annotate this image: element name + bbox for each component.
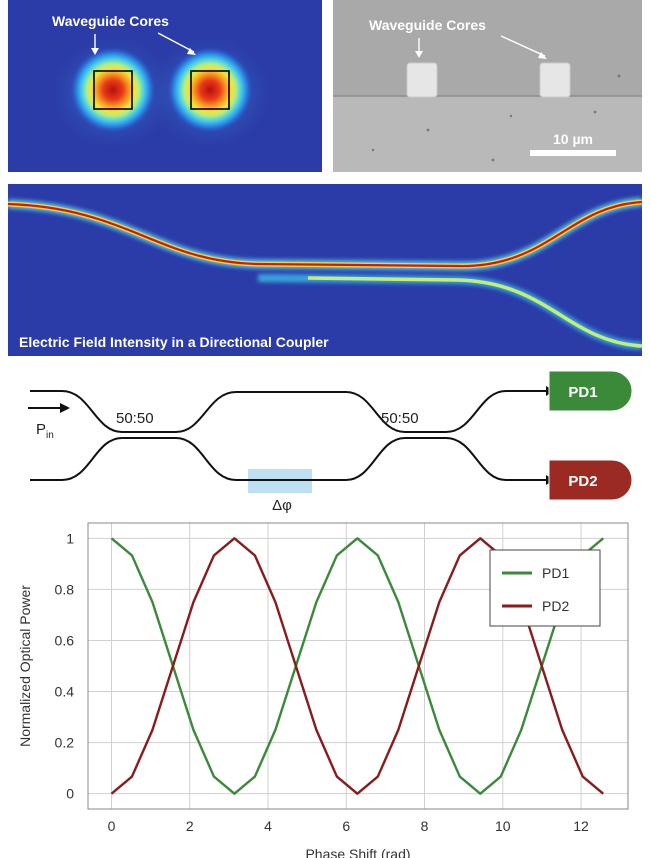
sem-image: Waveguide Cores 10 µm bbox=[333, 0, 642, 172]
legend-label-pd1: PD1 bbox=[542, 565, 569, 581]
x-tick-label: 10 bbox=[495, 818, 511, 834]
pd1-detector bbox=[548, 370, 633, 412]
mode-simulation-panel: Waveguide Cores bbox=[8, 0, 322, 172]
scale-bar-label: 10 µm bbox=[553, 131, 593, 147]
y-tick-label: 0.2 bbox=[55, 735, 75, 751]
y-tick-label: 1 bbox=[66, 530, 74, 546]
coupler2-ratio-label: 50:50 bbox=[381, 410, 419, 427]
mzi-schematic-svg: Pin 50:50 50:50 Δφ PD1 PD2 bbox=[28, 370, 633, 514]
core-outline-left bbox=[93, 70, 133, 110]
x-tick-label: 12 bbox=[573, 818, 589, 834]
sem-image-panel: Waveguide Cores 10 µm bbox=[333, 0, 642, 172]
lower-arm-waveguide bbox=[30, 437, 546, 481]
x-tick-label: 8 bbox=[421, 818, 429, 834]
mzi-schematic: Pin 50:50 50:50 Δφ PD1 PD2 bbox=[0, 365, 650, 515]
x-tick-label: 6 bbox=[342, 818, 350, 834]
sem-cores-label: Waveguide Cores bbox=[369, 17, 486, 33]
mode-spot-right bbox=[166, 46, 254, 134]
core-outline-right bbox=[190, 70, 230, 110]
coupler-field-image: Electric Field Intensity in a Directiona… bbox=[8, 184, 642, 356]
lower-waveguide-field bbox=[307, 276, 642, 348]
y-tick-label: 0.6 bbox=[55, 632, 75, 648]
input-arrow-head bbox=[60, 403, 70, 413]
plot-frame bbox=[87, 522, 629, 810]
input-power-label: Pin bbox=[36, 421, 54, 441]
chart-ticks: 0 2 4 6 8 10 12 0 0.2 0.4 0.6 0.8 1 bbox=[55, 530, 590, 834]
mode-simulation-image: Waveguide Cores bbox=[8, 0, 322, 172]
x-tick-label: 4 bbox=[264, 818, 272, 834]
phase-shift-label: Δφ bbox=[272, 497, 292, 514]
legend-label-pd2: PD2 bbox=[542, 598, 569, 614]
legend-box bbox=[489, 549, 601, 627]
pd2-label: PD2 bbox=[568, 473, 597, 490]
pd2-detector bbox=[548, 459, 633, 501]
y-tick-label: 0 bbox=[66, 786, 74, 802]
series-line-pd1 bbox=[110, 537, 604, 795]
sim-cores-label: Waveguide Cores bbox=[52, 13, 169, 29]
upper-arm-waveguide bbox=[30, 390, 546, 433]
sem-core-right bbox=[539, 62, 571, 98]
coupler-field-panel: Electric Field Intensity in a Directiona… bbox=[8, 184, 642, 356]
chart-svg: 0 2 4 6 8 10 12 0 0.2 0.4 0.6 0.8 1 Phase Shift (rad… bbox=[17, 522, 629, 858]
y-tick-label: 0.8 bbox=[55, 581, 75, 597]
power-vs-phase-chart: 0 2 4 6 8 10 12 0 0.2 0.4 0.6 0.8 1 Phase Shift (rad… bbox=[0, 515, 650, 858]
sem-core-left bbox=[406, 62, 438, 98]
x-tick-label: 0 bbox=[108, 818, 116, 834]
scale-bar bbox=[530, 150, 616, 156]
y-axis-label: Normalized Optical Power bbox=[17, 585, 33, 747]
coupler-caption: Electric Field Intensity in a Directiona… bbox=[19, 334, 329, 350]
upper-waveguide-field bbox=[8, 200, 642, 268]
mode-spot-left bbox=[69, 46, 157, 134]
pd1-label: PD1 bbox=[568, 384, 597, 401]
y-tick-label: 0.4 bbox=[55, 684, 75, 700]
x-tick-label: 2 bbox=[186, 818, 194, 834]
x-axis-label: Phase Shift (rad) bbox=[305, 846, 410, 858]
chart-legend: PD1 PD2 bbox=[489, 549, 601, 627]
coupler1-ratio-label: 50:50 bbox=[116, 410, 154, 427]
